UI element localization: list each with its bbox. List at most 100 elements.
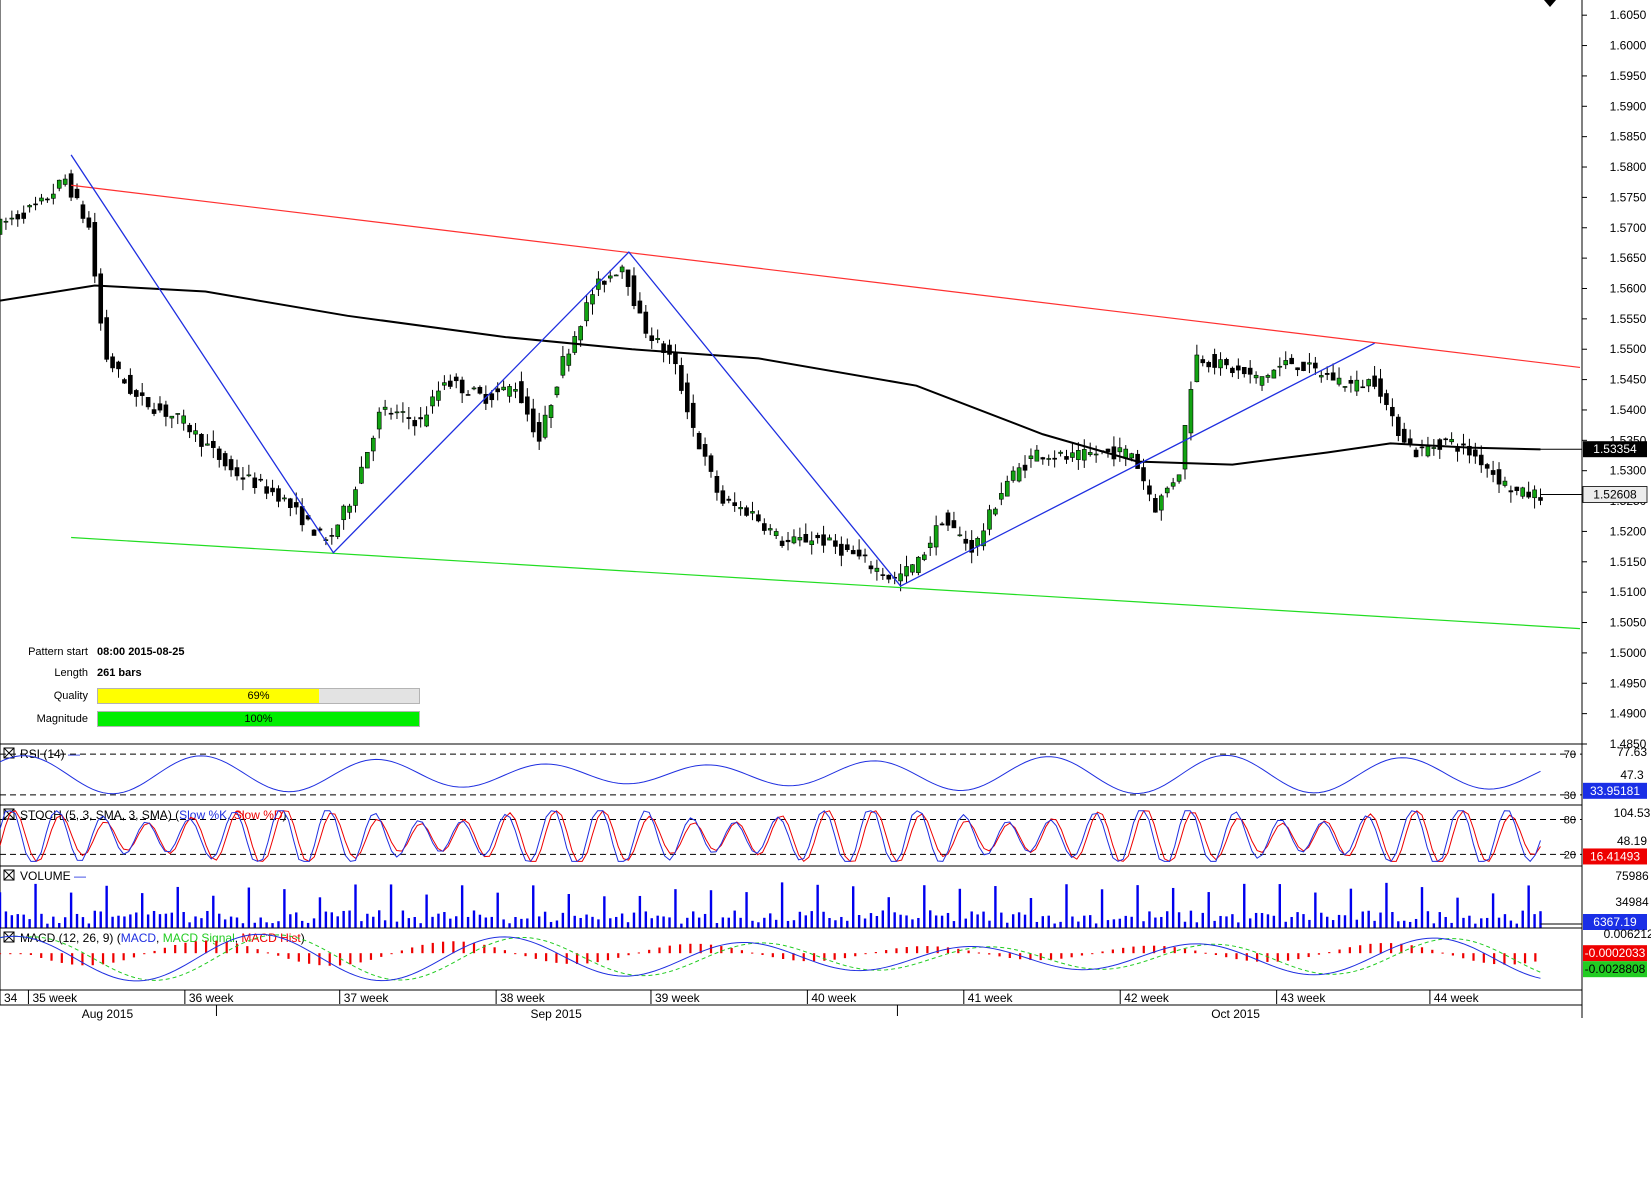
volume-bar <box>460 885 464 928</box>
price-tick-label: 1.5950 <box>1610 69 1647 83</box>
macd-hist-bar <box>524 953 527 957</box>
price-tick-label: 1.5400 <box>1610 403 1647 417</box>
candle-down <box>388 412 394 415</box>
volume-bar <box>1503 914 1507 928</box>
candle-down <box>216 448 222 460</box>
candle-down <box>495 388 501 393</box>
macd-hist-bar <box>1420 947 1424 954</box>
candle-up <box>335 524 341 537</box>
candle-down <box>270 487 275 493</box>
candle-down <box>1396 416 1401 436</box>
candle-down <box>453 376 459 382</box>
volume-bar <box>360 921 363 928</box>
candle-down <box>128 374 133 394</box>
volume-bar <box>893 912 896 928</box>
candle-down <box>288 498 293 508</box>
corner-marker-icon <box>1544 0 1556 7</box>
volume-bar <box>1331 920 1335 928</box>
candle-up <box>282 497 287 500</box>
volume-bar <box>58 923 61 928</box>
volume-bar <box>1491 893 1495 928</box>
macd-hist-bar <box>235 943 239 954</box>
candle-down <box>844 544 850 550</box>
volume-bar <box>1337 914 1341 928</box>
macd-hist-bar <box>771 953 774 958</box>
volume-bar <box>1237 922 1240 928</box>
volume-bar <box>241 923 245 928</box>
pattern-start-label: Pattern start <box>28 646 88 658</box>
price-tick-label: 1.4900 <box>1610 707 1647 721</box>
candle-up <box>1318 375 1324 378</box>
candle-up <box>1159 495 1164 511</box>
macd-hist-bar <box>277 953 280 956</box>
candle-up <box>400 411 406 413</box>
candle-down <box>1348 380 1354 384</box>
volume-bar <box>1094 923 1098 928</box>
macd-last-value: -0.0028808 <box>1585 962 1646 976</box>
volume-bar <box>472 910 476 928</box>
candle-up <box>1259 376 1265 386</box>
volume-label: VOLUME <box>20 869 74 883</box>
volume-bar <box>75 913 79 928</box>
volume-bar <box>686 917 689 928</box>
quality-bar-text: 69% <box>247 690 270 702</box>
candle-up <box>773 531 779 536</box>
macd-hist-bar <box>91 953 94 966</box>
candle-down <box>696 432 702 450</box>
volume-bar <box>253 922 256 928</box>
macd-last-signal-box <box>1583 945 1647 962</box>
price-tick-label: 1.4850 <box>1610 737 1647 751</box>
candle-up <box>910 564 915 573</box>
stoch-axis-label-top: 104.53 <box>1614 806 1651 820</box>
macd-hist-bar <box>1513 953 1516 965</box>
volume-bar <box>1349 888 1353 928</box>
volume-bar <box>1243 883 1246 928</box>
week-label: 35 week <box>32 991 78 1005</box>
macd-hist-bar <box>874 952 877 954</box>
month-label: Sep 2015 <box>530 1007 582 1021</box>
volume-bar <box>81 917 85 928</box>
volume-bar <box>1047 915 1050 928</box>
candle-down <box>637 300 643 314</box>
quality-label: Quality <box>53 690 88 702</box>
volume-bar <box>1326 916 1329 928</box>
length-value: 261 bars <box>97 667 142 679</box>
volume-bar <box>952 921 956 928</box>
volume-bar <box>1485 917 1489 928</box>
macd-hist-bar <box>1111 949 1114 954</box>
macd-hist-bar <box>153 950 156 954</box>
macd-hist-legend: MACD Hist <box>241 931 301 945</box>
macd-hist-bar <box>1183 948 1187 954</box>
macd-hist-bar <box>40 953 43 958</box>
volume-bar <box>1124 915 1127 928</box>
volume-bar <box>1189 910 1193 928</box>
candle-up <box>957 534 963 537</box>
week-label: 39 week <box>655 991 701 1005</box>
candle-up <box>1034 449 1040 462</box>
macd-signal-line <box>0 934 1541 981</box>
volume-bar <box>792 920 796 928</box>
volume-bar <box>1041 916 1044 928</box>
candle-up <box>975 538 980 547</box>
rsi-level-label: 70 <box>1564 749 1576 761</box>
price-panel <box>0 154 1582 630</box>
volume-bar <box>277 921 280 928</box>
magnitude-label: Magnitude <box>36 713 88 725</box>
candle-down <box>1508 490 1514 493</box>
volume-bar <box>1059 921 1062 928</box>
volume-legend-swatch: — <box>74 869 86 883</box>
volume-bar <box>899 914 902 928</box>
macd-hist-bar <box>359 953 362 963</box>
macd-hist-bar <box>431 942 434 954</box>
volume-bar <box>703 913 707 928</box>
candle-up <box>9 217 15 220</box>
volume-bar <box>1462 917 1465 928</box>
candle-up <box>898 573 903 582</box>
macd-hist-bar <box>338 953 342 966</box>
volume-bar <box>1385 882 1388 928</box>
volume-bar <box>146 914 150 928</box>
volume-bar <box>1248 918 1252 928</box>
candle-up <box>62 178 68 185</box>
upper-channel-line <box>71 184 1581 369</box>
stoch-last-value-box <box>1583 848 1647 865</box>
